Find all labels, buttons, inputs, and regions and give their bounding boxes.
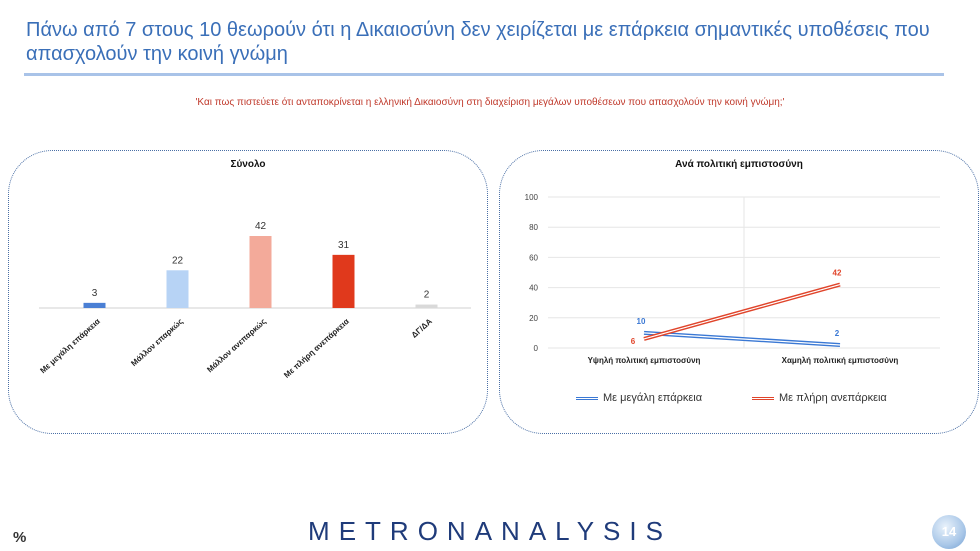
series-line-inner: [643, 284, 841, 340]
title-divider: [24, 73, 944, 76]
page-number-badge: 14: [932, 515, 966, 549]
y-tick-label: 40: [529, 284, 538, 293]
bar-value-label: 2: [424, 290, 430, 301]
trust-line-chart: 0 20 40 60 80 100 Υψηλή πολιτική εμπιστοσύνη Χα…: [525, 193, 940, 365]
bar: [83, 302, 106, 308]
legend-swatch-red: [752, 396, 774, 400]
legend-label: Με πλήρη ανεπάρκεια: [779, 392, 887, 404]
metron-analysis-logo: METRONANALYSIS: [308, 516, 672, 546]
slide-title: Πάνω από 7 στους 10 θεωρούν ότι η Δικαιο…: [26, 19, 930, 65]
bar-value-label: 31: [338, 240, 350, 251]
y-tick-label: 0: [534, 344, 539, 353]
x-tick-label: Υψηλή πολιτική εμπιστοσύνη: [588, 356, 701, 365]
bar: [415, 304, 438, 308]
legend-item-high-adequacy: Με μεγάλη επάρκεια: [576, 392, 702, 404]
y-tick-label: 60: [529, 253, 538, 262]
data-point-label: 10: [637, 317, 646, 326]
legend-item-full-inadequacy: Με πλήρη ανεπάρκεια: [752, 392, 887, 404]
data-point-label: 2: [835, 329, 840, 338]
legend-swatch-blue: [576, 396, 598, 400]
trust-chart-panel: Ανά πολιτική εμπιστοσύνη 0 20 40 60 80 100 Υψη…: [499, 150, 979, 434]
data-point-label: 6: [631, 337, 636, 346]
y-tick-label: 20: [529, 314, 538, 323]
overall-chart-panel: Σύνολο 3 Με μεγάλη επάρκεια 22 Μάλλον επαρκ…: [8, 150, 488, 434]
percent-unit-label: %: [13, 529, 27, 546]
category-tick-label: ΔΓ/ΔΑ: [410, 317, 434, 340]
legend-label: Με μεγάλη επάρκεια: [603, 392, 703, 404]
y-tick-label: 100: [525, 193, 539, 202]
category-tick-label: Μάλλον επαρκώς: [129, 317, 185, 368]
category-tick-label: Με μεγάλη επάρκεια: [38, 317, 102, 375]
survey-question: 'Και πως πιστεύετε ότι ανταποκρίνεται η …: [195, 97, 785, 108]
bar: [166, 270, 189, 308]
series-line-inner: [643, 332, 841, 346]
category-tick-label: Με πλήρη ανεπάρκεια: [282, 317, 351, 380]
bar-value-label: 42: [255, 221, 267, 232]
bar-value-label: 3: [92, 288, 98, 299]
category-tick-label: Μάλλον ανεπαρκώς: [205, 317, 268, 375]
bar-value-label: 22: [172, 255, 184, 266]
x-tick-label: Χαμηλή πολιτική εμπιστοσύνη: [782, 356, 899, 365]
data-point-label: 42: [833, 269, 842, 278]
bar: [332, 254, 355, 308]
y-tick-label: 80: [529, 223, 538, 232]
trust-chart-title: Ανά πολιτική εμπιστοσύνη: [675, 159, 803, 170]
overall-bar-chart: 3 Με μεγάλη επάρκεια 22 Μάλλον επαρκώς 42 Μάλ…: [38, 221, 471, 380]
bar: [249, 236, 272, 308]
overall-chart-title: Σύνολο: [230, 159, 266, 170]
